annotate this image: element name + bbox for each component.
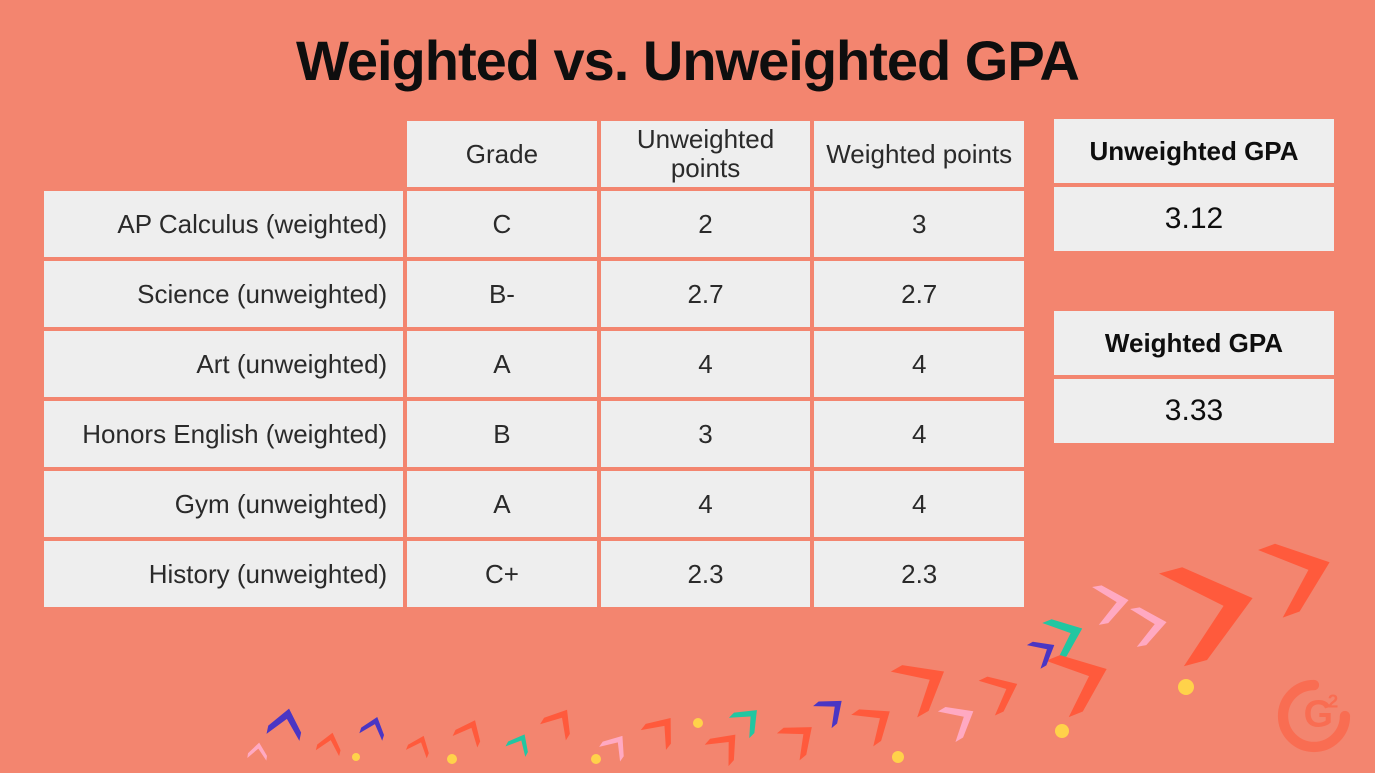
cell-course: History (unweighted) xyxy=(44,541,403,607)
cell-weighted: 4 xyxy=(814,331,1024,397)
cell-grade: C xyxy=(407,191,597,257)
unweighted-gpa-card: Unweighted GPA 3.12 xyxy=(1054,119,1334,251)
cell-unweighted: 3 xyxy=(601,401,811,467)
table-corner-spacer xyxy=(44,121,403,187)
table-row: Art (unweighted)A44 xyxy=(44,331,1024,397)
cell-weighted: 4 xyxy=(814,401,1024,467)
g2-logo-icon: G 2 xyxy=(1271,673,1357,759)
table-header-row: Grade Unweighted points Weighted points xyxy=(44,121,1024,187)
cell-course: Art (unweighted) xyxy=(44,331,403,397)
cell-course: Science (unweighted) xyxy=(44,261,403,327)
cell-weighted: 3 xyxy=(814,191,1024,257)
gpa-table: Grade Unweighted points Weighted points … xyxy=(40,117,1028,611)
cell-grade: A xyxy=(407,471,597,537)
cell-grade: C+ xyxy=(407,541,597,607)
table-row: History (unweighted)C+2.32.3 xyxy=(44,541,1024,607)
content-wrapper: Weighted vs. Unweighted GPA Grade Unweig… xyxy=(0,0,1375,611)
cell-weighted: 2.7 xyxy=(814,261,1024,327)
table-row: Science (unweighted)B-2.72.7 xyxy=(44,261,1024,327)
page-title: Weighted vs. Unweighted GPA xyxy=(40,28,1335,93)
cell-unweighted: 4 xyxy=(601,331,811,397)
main-row: Grade Unweighted points Weighted points … xyxy=(40,117,1335,611)
weighted-gpa-title: Weighted GPA xyxy=(1054,311,1334,375)
table-row: Honors English (weighted)B34 xyxy=(44,401,1024,467)
unweighted-gpa-value: 3.12 xyxy=(1054,187,1334,251)
col-head-weighted: Weighted points xyxy=(814,121,1024,187)
cell-unweighted: 2.3 xyxy=(601,541,811,607)
gpa-cards: Unweighted GPA 3.12 Weighted GPA 3.33 xyxy=(1054,119,1334,443)
cell-course: Honors English (weighted) xyxy=(44,401,403,467)
cell-course: AP Calculus (weighted) xyxy=(44,191,403,257)
cell-weighted: 4 xyxy=(814,471,1024,537)
cell-grade: B xyxy=(407,401,597,467)
weighted-gpa-value: 3.33 xyxy=(1054,379,1334,443)
table-row: AP Calculus (weighted)C23 xyxy=(44,191,1024,257)
cell-unweighted: 4 xyxy=(601,471,811,537)
cell-weighted: 2.3 xyxy=(814,541,1024,607)
cell-grade: A xyxy=(407,331,597,397)
cell-unweighted: 2 xyxy=(601,191,811,257)
col-head-unweighted: Unweighted points xyxy=(601,121,811,187)
col-head-grade: Grade xyxy=(407,121,597,187)
svg-text:2: 2 xyxy=(1328,691,1339,712)
unweighted-gpa-title: Unweighted GPA xyxy=(1054,119,1334,183)
cell-unweighted: 2.7 xyxy=(601,261,811,327)
cell-grade: B- xyxy=(407,261,597,327)
table-body: AP Calculus (weighted)C23Science (unweig… xyxy=(44,191,1024,607)
weighted-gpa-card: Weighted GPA 3.33 xyxy=(1054,311,1334,443)
cell-course: Gym (unweighted) xyxy=(44,471,403,537)
table-row: Gym (unweighted)A44 xyxy=(44,471,1024,537)
